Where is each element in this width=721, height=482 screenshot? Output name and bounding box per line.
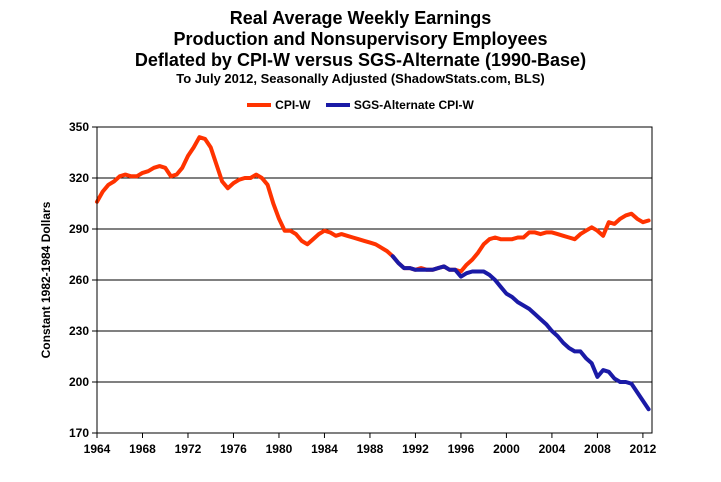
legend-item-cpi-w: CPI-W <box>247 98 310 112</box>
legend-label-cpi-w: CPI-W <box>275 98 311 112</box>
x-tick-label: 1968 <box>129 442 156 456</box>
series-line-sgs-alternate-cpi-w <box>390 254 651 412</box>
y-tick-label: 170 <box>69 426 89 440</box>
x-tick-label: 1976 <box>220 442 247 456</box>
x-axis-tick-labels: 1964 1968 1972 1976 1980 1984 1988 1992 1996 2000… <box>84 433 657 456</box>
x-tick-label: 1984 <box>311 442 338 456</box>
legend-swatch-sgs-alternate <box>325 103 350 107</box>
legend-swatch-cpi-w <box>247 103 272 107</box>
chart-subtitle: To July 2012, Seasonally Adjusted (Shado… <box>176 71 545 86</box>
chart-title-line-2: Production and Nonsupervisory Employees <box>173 29 548 49</box>
y-axis-label: Constant 1982-1984 Dollars <box>39 201 53 358</box>
x-tick-label: 1996 <box>448 442 475 456</box>
x-tick-label: 2012 <box>630 442 657 456</box>
x-tick-label: 1980 <box>266 442 293 456</box>
series-lines <box>95 135 651 412</box>
series-line-cpi-w <box>95 135 651 274</box>
y-tick-label: 350 <box>69 120 89 134</box>
legend-item-sgs-alternate: SGS-Alternate CPI-W <box>325 98 474 112</box>
chart-titles: Real Average Weekly Earnings Production … <box>0 8 721 87</box>
x-tick-label: 1964 <box>84 442 111 456</box>
x-tick-label: 2000 <box>493 442 520 456</box>
chart-title-line-3: Deflated by CPI-W versus SGS-Alternate (… <box>134 50 587 70</box>
x-tick-label: 1992 <box>402 442 429 456</box>
x-tick-label: 1988 <box>357 442 384 456</box>
x-tick-label: 2004 <box>539 442 566 456</box>
y-tick-label: 260 <box>69 273 89 287</box>
y-tick-label: 290 <box>69 222 89 236</box>
x-tick-label: 1972 <box>175 442 202 456</box>
y-tick-label: 320 <box>69 171 89 185</box>
x-tick-label: 2008 <box>584 442 611 456</box>
y-tick-label: 200 <box>69 375 89 389</box>
chart-legend: CPI-W SGS-Alternate CPI-W <box>0 96 721 112</box>
plot-frame <box>96 126 653 434</box>
y-tick-label: 230 <box>69 324 89 338</box>
legend-label-sgs-alternate: SGS-Alternate CPI-W <box>353 98 474 112</box>
gridlines <box>97 177 652 383</box>
chart-title: Real Average Weekly Earnings <box>229 8 492 28</box>
y-axis-tick-labels: 170 200 230 260 290 320 350 <box>69 120 97 440</box>
